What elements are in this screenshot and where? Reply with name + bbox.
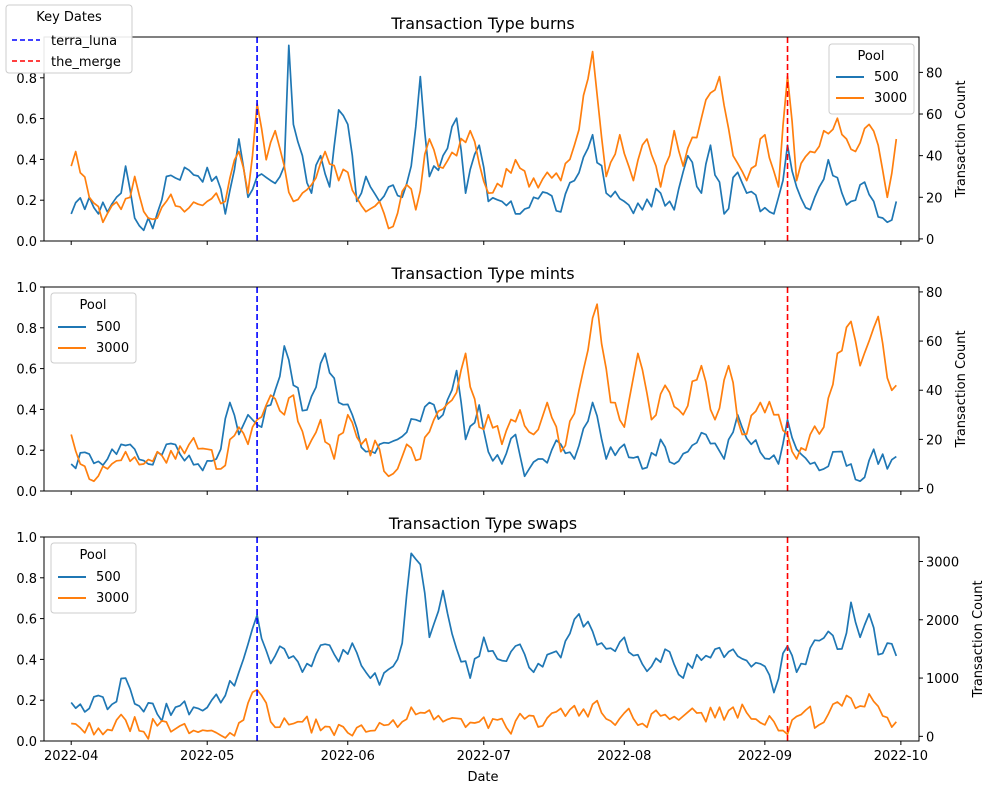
legend-title-mints: Pool: [80, 298, 107, 313]
legend-mints: Pool 500 3000: [50, 292, 137, 364]
legend-label-500-swaps: 500: [96, 570, 121, 585]
left-tick-label: 1.0: [16, 531, 37, 546]
legend-box-mints: [50, 292, 137, 364]
left-tick-label: 0.2: [16, 694, 37, 709]
plot-frame-mints: [43, 286, 920, 492]
series-line-3000: [70, 50, 898, 230]
series-line-3000: [70, 303, 897, 483]
series-line-500: [70, 44, 898, 232]
key-dates-legend-box: [5, 4, 133, 74]
panel-mints: Transaction Type mints 0.0 0.2 0.4 0.6 0.8 1.…: [16, 264, 969, 500]
legend-label-500-mints: 500: [96, 320, 121, 335]
left-tick-label: 0.8: [16, 322, 37, 337]
left-tick-label: 0.0: [16, 485, 37, 500]
x-axis-label: Date: [467, 770, 498, 785]
legend-title-swaps: Pool: [80, 548, 107, 563]
legend-label-500-burns: 500: [874, 70, 899, 85]
series-line-500: [70, 552, 898, 722]
legend-burns: Pool 500 3000: [828, 43, 915, 115]
left-tick-label: 0.0: [16, 735, 37, 750]
left-tick-label: 0.2: [16, 194, 37, 209]
left-tick-label: 0.8: [16, 572, 37, 587]
right-tick-label: 1000: [926, 672, 959, 687]
legend-box-burns: [828, 43, 915, 115]
right-tick-label: 20: [926, 191, 943, 206]
left-tick-label: 0.4: [16, 653, 37, 668]
plot-frame-swaps: [43, 536, 920, 742]
right-ylabel-swaps: Transaction Count: [971, 580, 986, 698]
right-ylabel-burns: Transaction Count: [954, 80, 969, 198]
legend-label-3000-burns: 3000: [874, 91, 907, 106]
right-tick-label: 20: [926, 433, 943, 448]
left-tick-label: 0.2: [16, 444, 37, 459]
right-tick-label: 60: [926, 108, 943, 123]
left-tick-label: 0.6: [16, 363, 37, 378]
series-line-500: [70, 345, 897, 483]
left-tick-label: 0.4: [16, 153, 37, 168]
series-line-3000: [71, 688, 897, 740]
panel-title-burns: Transaction Type burns: [390, 14, 575, 33]
left-tick-label: 0.0: [16, 235, 37, 250]
left-tick-label: 1.0: [16, 281, 37, 296]
panel-swaps: Transaction Type swaps 0.0 0.2 0.4 0.6 0.8 1.…: [16, 514, 986, 785]
panel-title-swaps: Transaction Type swaps: [388, 514, 577, 533]
plot-frame-burns: [43, 36, 920, 242]
x-tick-label: 2022-07: [457, 749, 511, 764]
x-tick-label: 2022-10: [874, 749, 928, 764]
right-tick-label: 0: [926, 483, 934, 498]
legend-label-3000-mints: 3000: [96, 341, 129, 356]
key-dates-label-the-merge: the_merge: [51, 55, 121, 70]
x-tick-label: 2022-09: [738, 749, 792, 764]
key-dates-legend: Key Dates terra_luna the_merge: [5, 4, 133, 74]
left-tick-label: 0.8: [16, 72, 37, 87]
right-tick-label: 40: [926, 384, 943, 399]
left-tick-label: 0.6: [16, 613, 37, 628]
right-tick-label: 40: [926, 150, 943, 165]
right-tick-label: 0: [926, 233, 934, 248]
legend-title-burns: Pool: [858, 49, 885, 64]
right-tick-label: 60: [926, 335, 943, 350]
panel-burns: Transaction Type burns 0.0 0.2 0.4 0.6 0.8 0 2…: [16, 14, 969, 250]
right-ylabel-mints: Transaction Count: [954, 330, 969, 448]
key-dates-legend-title: Key Dates: [36, 10, 102, 25]
x-tick-label: 2022-06: [321, 749, 375, 764]
x-tick-label: 2022-04: [44, 749, 98, 764]
right-tick-label: 2000: [926, 614, 959, 629]
right-tick-label: 80: [926, 286, 943, 301]
right-tick-label: 3000: [926, 555, 959, 570]
legend-box-swaps: [50, 542, 137, 614]
left-tick-label: 0.6: [16, 113, 37, 128]
x-tick-label: 2022-08: [597, 749, 651, 764]
left-tick-label: 0.4: [16, 403, 37, 418]
panel-title-mints: Transaction Type mints: [390, 264, 574, 283]
right-tick-label: 0: [926, 730, 934, 745]
key-dates-label-terra-luna: terra_luna: [51, 34, 117, 49]
x-tick-label: 2022-05: [180, 749, 234, 764]
legend-label-3000-swaps: 3000: [96, 591, 129, 606]
legend-swaps: Pool 500 3000: [50, 542, 137, 614]
right-tick-label: 80: [926, 66, 943, 81]
